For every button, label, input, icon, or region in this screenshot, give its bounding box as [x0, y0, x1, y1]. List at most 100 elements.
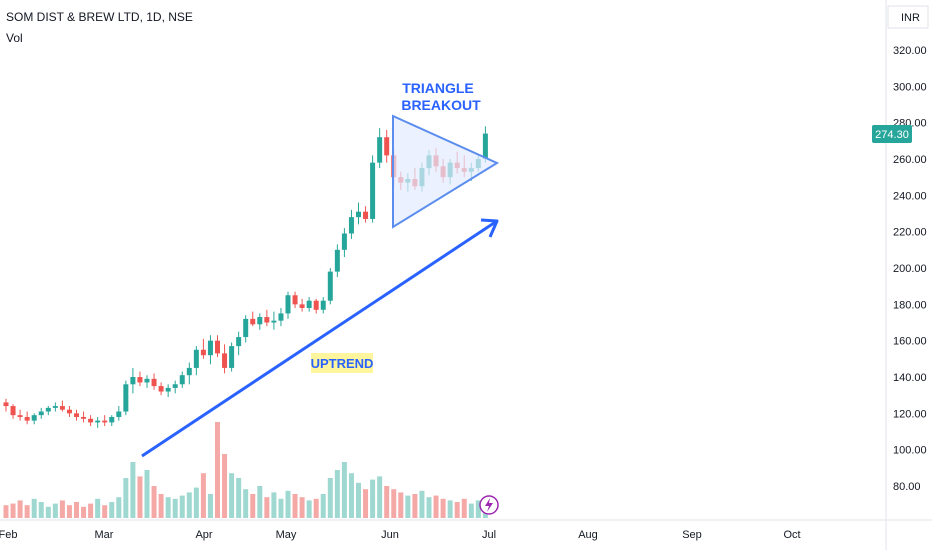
price-tick-label: 160.00: [893, 336, 927, 348]
price-tick-label: 180.00: [893, 299, 927, 311]
volume-bar: [31, 498, 37, 518]
volume-bar: [215, 422, 220, 518]
candle: [24, 411, 30, 425]
candle: [130, 367, 136, 394]
candle: [59, 400, 65, 412]
volume-bar: [356, 482, 361, 518]
volume-bar: [116, 497, 122, 518]
candle: [264, 309, 270, 327]
triangle-label-line2: BREAKOUT: [401, 97, 481, 113]
volume-bar: [426, 497, 432, 518]
price-tick-label: 120.00: [893, 408, 927, 420]
price-tick-label: 240.00: [893, 190, 927, 202]
volume-bar: [24, 505, 30, 518]
volume-bar: [109, 502, 115, 518]
time-tick-label: Mar: [95, 529, 114, 541]
volume-bar: [3, 505, 9, 518]
volume-bar: [398, 492, 404, 518]
currency-box[interactable]: [887, 5, 929, 29]
volume-bar: [285, 490, 291, 518]
uptrend-arrowhead: [480, 218, 499, 238]
volume-bar: [405, 495, 411, 518]
volume-bar: [419, 490, 425, 518]
price-tick-label: 100.00: [893, 445, 927, 457]
candle: [66, 406, 72, 417]
candle: [292, 291, 298, 308]
volume-bar: [158, 494, 164, 518]
time-tick-label: Oct: [783, 529, 800, 541]
price-tick-label: 260.00: [893, 154, 927, 166]
candle: [370, 155, 376, 223]
last-price-badge: [872, 125, 912, 143]
price-tick-label: 320.00: [893, 45, 927, 57]
candle: [81, 411, 87, 423]
volume-bar: [257, 486, 263, 518]
candle: [179, 371, 185, 388]
volume-bar: [264, 497, 270, 518]
triangle-label-line1: TRIANGLE: [402, 80, 474, 96]
candle: [341, 228, 347, 258]
candle: [306, 297, 312, 312]
candle: [186, 362, 192, 385]
candle: [102, 415, 108, 427]
uptrend-label-bg: [311, 353, 373, 373]
volume-bar: [38, 502, 44, 518]
candle: [313, 298, 319, 314]
candle: [236, 331, 242, 356]
volume-bar: [229, 473, 235, 518]
price-tick-label: 300.00: [893, 81, 927, 93]
candle: [207, 335, 213, 365]
volume-bar: [320, 494, 326, 518]
volume-bar: [412, 494, 418, 518]
volume-bar: [243, 489, 249, 518]
candle: [88, 415, 94, 427]
candle: [31, 413, 37, 425]
volume-bar: [130, 462, 136, 518]
volume-bar: [447, 500, 453, 518]
volume-bar: [236, 478, 242, 518]
volume-bar: [292, 494, 298, 518]
candle: [38, 407, 44, 419]
lightning-icon[interactable]: [479, 495, 499, 515]
candle: [193, 346, 199, 376]
candle: [123, 380, 129, 416]
price-axis[interactable]: 320.00300.00280.00260.00240.00220.00200.…: [893, 45, 927, 493]
volume-bar: [299, 497, 305, 518]
triangle-pattern-shape[interactable]: [392, 114, 500, 229]
candle: [384, 129, 390, 163]
time-tick-label: Apr: [195, 529, 212, 541]
candle: [137, 371, 143, 387]
candle: [10, 404, 16, 419]
candle: [278, 307, 284, 327]
candle: [215, 335, 220, 358]
time-tick-label: Jun: [381, 529, 399, 541]
time-axis[interactable]: Feb Mar Apr May Jun Jul Aug Sep Oct: [0, 529, 801, 541]
volume-bar: [475, 500, 481, 518]
volume-bar: [186, 492, 192, 518]
price-tick-label: 80.00: [893, 481, 921, 493]
candle: [151, 373, 157, 390]
time-tick-label: May: [276, 529, 297, 541]
candle: [45, 406, 51, 416]
volume-bar: [222, 454, 228, 518]
volume-bar: [461, 498, 467, 518]
candle: [144, 375, 150, 388]
candle: [285, 291, 291, 319]
volume-bar: [45, 506, 51, 518]
candle: [348, 209, 354, 239]
time-tick-label: Feb: [0, 529, 17, 541]
uptrend-arrow[interactable]: [141, 219, 498, 458]
candle: [250, 311, 256, 327]
candle: [165, 384, 171, 397]
volume-bar: [10, 503, 16, 518]
volume-indicator-label: Vol: [6, 31, 23, 45]
volume-bar: [74, 502, 79, 518]
volume-bar: [137, 476, 143, 518]
time-tick-label: Sep: [682, 529, 702, 541]
candle: [320, 297, 326, 314]
volume-bar: [370, 479, 376, 518]
volume-bar: [433, 495, 439, 518]
candle: [116, 406, 122, 421]
candle: [74, 409, 79, 421]
